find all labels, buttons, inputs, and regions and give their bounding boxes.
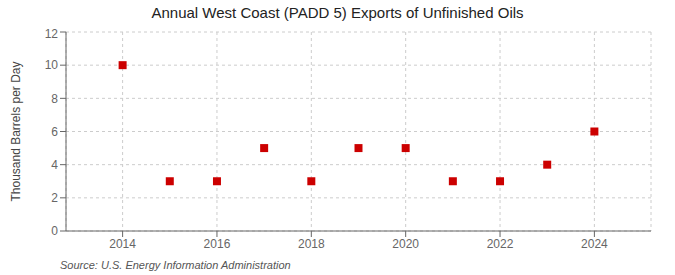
svg-text:0: 0 bbox=[51, 224, 58, 238]
html-text:Annual West Coast (PADD 5) Exp: Annual West Coast (PADD 5) Exports of Un… bbox=[151, 4, 524, 21]
svg-text:2024: 2024 bbox=[581, 237, 608, 251]
svg-text:4: 4 bbox=[51, 158, 58, 172]
svg-text:10: 10 bbox=[45, 58, 59, 72]
svg-text:2014: 2014 bbox=[109, 237, 136, 251]
svg-text:Thousand Barrels per Day: Thousand Barrels per Day bbox=[9, 61, 23, 201]
html-text:Source: U.S. Energy Informatio: Source: U.S. Energy Information Administ… bbox=[60, 259, 291, 271]
svg-text:12: 12 bbox=[45, 27, 59, 41]
svg-text:6: 6 bbox=[51, 125, 58, 139]
svg-text:2018: 2018 bbox=[298, 237, 325, 251]
svg-text:8: 8 bbox=[51, 92, 58, 106]
svg-text:2: 2 bbox=[51, 191, 58, 205]
svg-text:2020: 2020 bbox=[392, 237, 419, 251]
svg-text:2022: 2022 bbox=[487, 237, 514, 251]
svg-text:2016: 2016 bbox=[204, 237, 231, 251]
